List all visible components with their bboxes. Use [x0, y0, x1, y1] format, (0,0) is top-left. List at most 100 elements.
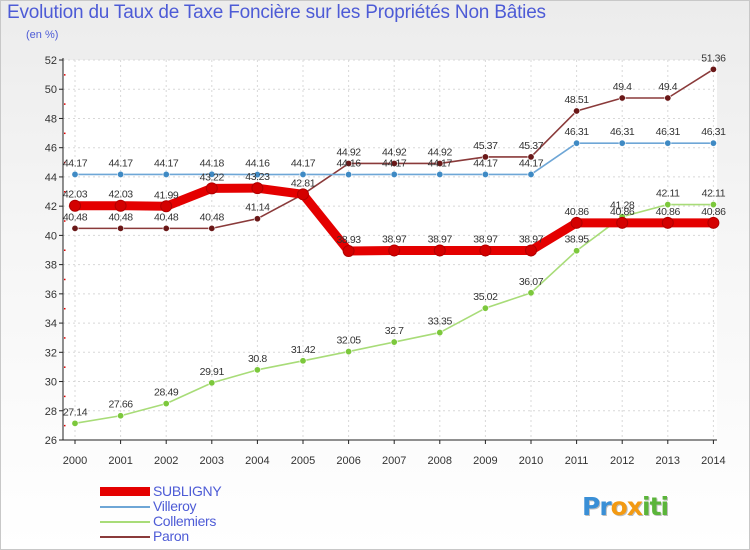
data-point-subligny — [433, 244, 446, 257]
data-label-collemiers: 28.49 — [154, 387, 179, 399]
data-point-paron — [573, 107, 581, 115]
data-label-villeroy: 44.18 — [200, 157, 225, 169]
y-tick-label: 48 — [45, 113, 57, 125]
y-tick-label: 42 — [45, 201, 57, 213]
data-label-villeroy: 46.31 — [564, 126, 589, 138]
data-point-villeroy — [481, 170, 489, 178]
y-tick-label: 30 — [45, 377, 57, 389]
data-point-villeroy — [208, 170, 216, 178]
data-point-villeroy — [664, 139, 672, 147]
logo-letter: P — [582, 492, 600, 521]
y-minor-tick — [64, 366, 66, 368]
data-point-collemiers — [481, 304, 489, 312]
data-label-subligny: 42.81 — [291, 177, 316, 189]
series-paron — [71, 65, 717, 232]
x-tick-label: 2003 — [200, 455, 224, 467]
data-point-subligny — [388, 244, 401, 257]
data-label-collemiers: 27.66 — [108, 399, 133, 411]
data-label-collemiers: 31.42 — [291, 344, 316, 356]
x-tick-label: 2010 — [519, 455, 543, 467]
data-point-villeroy — [527, 170, 535, 178]
data-label-paron: 40.48 — [200, 211, 225, 223]
logo-letter: i — [660, 492, 670, 521]
x-tick-label: 2011 — [565, 455, 589, 467]
data-point-collemiers — [664, 201, 672, 209]
legend-label: Paron — [153, 528, 189, 544]
data-label-collemiers: 32.7 — [385, 325, 404, 337]
data-point-paron — [664, 94, 672, 102]
y-minor-tick — [64, 191, 66, 193]
proxiti-logo: Proxiti — [582, 492, 670, 521]
data-point-collemiers — [573, 247, 581, 255]
data-label-collemiers: 33.35 — [428, 316, 453, 328]
logo-letter: i — [642, 492, 651, 521]
data-label-collemiers: 41.28 — [610, 200, 635, 212]
data-point-collemiers — [345, 348, 353, 356]
data-label-collemiers: 36.07 — [519, 276, 544, 288]
data-point-paron — [71, 224, 79, 232]
x-tick-label: 2004 — [245, 455, 269, 467]
y-minor-tick — [64, 132, 66, 135]
data-label-subligny: 41.99 — [154, 189, 179, 201]
y-tick-label: 26 — [45, 435, 57, 447]
logo-letter: x — [626, 492, 643, 521]
y-minor-tick — [64, 307, 66, 310]
data-point-subligny — [570, 216, 583, 229]
y-tick-label: 34 — [45, 318, 57, 330]
y-minor-tick — [64, 161, 66, 164]
data-label-collemiers: 35.02 — [473, 291, 498, 303]
logo-letter: r — [599, 492, 611, 521]
data-label-paron: 40.48 — [63, 211, 88, 223]
data-point-collemiers — [527, 289, 535, 297]
y-tick-label: 44 — [45, 172, 57, 184]
data-point-paron — [345, 159, 353, 167]
data-point-subligny — [160, 200, 173, 213]
logo-letter: t — [649, 492, 662, 521]
data-label-collemiers: 29.91 — [200, 366, 225, 378]
data-point-villeroy — [345, 171, 353, 179]
legend-swatch — [100, 487, 150, 496]
x-tick-label: 2000 — [63, 455, 87, 467]
legend-swatch — [100, 536, 150, 538]
y-minor-tick — [64, 395, 66, 398]
data-label-paron: 51.36 — [701, 52, 726, 64]
data-point-collemiers — [709, 201, 717, 209]
data-label-subligny: 40.86 — [564, 206, 589, 218]
data-label-collemiers: 30.8 — [248, 353, 267, 365]
data-point-subligny — [479, 244, 492, 257]
chart-subtitle: (en %) — [26, 29, 59, 41]
data-label-villeroy: 46.31 — [610, 126, 635, 138]
y-minor-tick — [64, 220, 66, 222]
data-point-subligny — [707, 216, 720, 229]
data-point-paron — [436, 159, 444, 167]
data-point-paron — [390, 159, 398, 167]
data-point-collemiers — [390, 338, 398, 346]
data-label-subligny: 40.86 — [610, 206, 635, 218]
data-point-villeroy — [709, 139, 717, 147]
y-minor-tick — [64, 278, 66, 281]
legend-swatch — [100, 506, 150, 508]
x-tick-label: 2006 — [336, 455, 360, 467]
logo-letter: o — [610, 492, 628, 521]
data-label-villeroy: 44.16 — [245, 158, 270, 170]
legend-label: Villeroy — [153, 498, 197, 514]
data-point-collemiers — [253, 366, 261, 374]
data-label-collemiers: 27.14 — [63, 406, 88, 418]
x-tick-label: 2007 — [382, 455, 406, 467]
y-tick-label: 36 — [45, 289, 57, 301]
data-point-subligny — [114, 199, 127, 212]
data-point-villeroy — [436, 170, 444, 178]
data-point-collemiers — [71, 419, 79, 427]
y-tick-label: 50 — [45, 84, 57, 96]
data-label-villeroy: 44.16 — [336, 158, 361, 170]
data-point-villeroy — [117, 170, 125, 178]
data-label-collemiers: 42.11 — [702, 188, 726, 200]
data-point-villeroy — [162, 170, 170, 178]
data-label-subligny: 40.86 — [656, 206, 681, 218]
data-point-subligny — [297, 188, 309, 201]
data-label-villeroy: 44.17 — [473, 157, 498, 169]
y-minor-tick — [64, 337, 66, 339]
data-point-subligny — [251, 182, 264, 195]
data-label-villeroy: 44.17 — [519, 157, 544, 169]
